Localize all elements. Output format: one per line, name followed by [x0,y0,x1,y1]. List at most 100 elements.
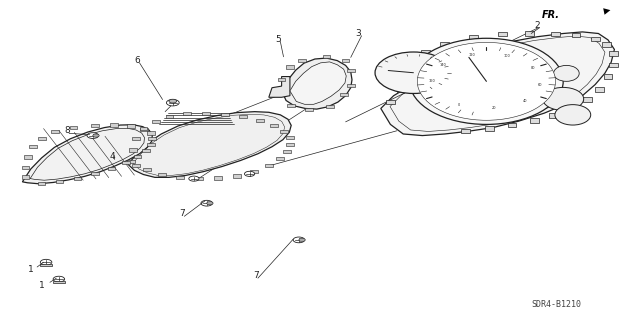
Text: 1: 1 [28,265,33,274]
Bar [142,149,150,152]
Bar [29,145,37,148]
Bar [421,50,430,55]
Bar [134,155,141,158]
Text: 140: 140 [440,63,447,67]
Circle shape [293,237,305,243]
Bar [132,164,140,167]
Circle shape [87,133,99,138]
Bar [38,182,45,185]
Bar [525,31,534,36]
Bar [595,87,604,92]
Ellipse shape [554,65,579,81]
Polygon shape [381,32,614,136]
Ellipse shape [410,38,563,124]
Circle shape [244,171,255,176]
Bar [265,164,273,167]
Bar [323,55,330,58]
Bar [286,65,294,69]
Circle shape [169,99,177,103]
Circle shape [207,202,213,205]
Polygon shape [128,112,291,177]
Polygon shape [269,77,290,97]
Bar [347,84,355,87]
Bar [110,123,118,127]
Bar [38,137,46,140]
Polygon shape [290,62,346,104]
Bar [221,113,229,116]
Bar [508,123,516,127]
Bar [143,168,151,171]
Bar [551,32,560,36]
Text: 160: 160 [429,79,435,83]
Circle shape [166,100,179,106]
Bar [469,35,478,40]
Bar [70,126,77,129]
Text: 7: 7 [253,271,259,280]
Bar [239,115,247,118]
Bar [51,130,59,133]
Bar [147,131,155,135]
Bar [386,100,395,104]
Ellipse shape [555,105,591,125]
Bar [214,176,222,180]
Bar [410,62,419,66]
Bar [122,161,130,164]
Text: 3: 3 [356,29,361,38]
Text: 2: 2 [535,21,540,30]
Text: 120: 120 [469,53,476,57]
Bar [176,176,184,179]
Bar [397,87,406,92]
Circle shape [201,200,212,206]
Bar [158,173,166,176]
Bar [568,106,577,111]
Text: 0: 0 [458,103,460,107]
Bar [485,126,494,131]
Bar [195,177,203,180]
Text: 6: 6 [135,56,140,65]
Text: 1: 1 [39,281,44,290]
Circle shape [299,238,305,241]
Polygon shape [282,58,352,109]
Polygon shape [22,125,152,184]
Bar [404,74,413,78]
Text: 7: 7 [180,209,185,218]
Bar [22,175,29,179]
Bar [250,170,258,173]
Bar [166,115,173,118]
Text: 40: 40 [523,99,527,102]
Bar [461,129,470,133]
Ellipse shape [375,52,452,93]
Circle shape [93,134,99,137]
Text: 20: 20 [492,106,496,110]
Bar [604,74,612,79]
Bar [108,167,115,170]
Text: 5: 5 [276,35,281,44]
Bar [74,177,81,180]
Bar [91,124,99,127]
Ellipse shape [417,42,556,120]
Bar [286,143,294,146]
Text: FR.: FR. [542,10,560,20]
Bar [278,78,285,81]
Bar [22,166,29,169]
Bar [91,172,99,175]
Bar [609,51,618,56]
Text: 8: 8 [65,126,70,135]
Bar [270,124,278,127]
Bar [127,160,135,163]
Bar [129,148,137,152]
Bar [140,127,147,130]
Bar [440,42,449,46]
Bar [286,136,294,139]
Bar [56,180,63,183]
Bar [326,105,334,108]
Bar [305,108,313,111]
Bar [287,104,295,107]
Circle shape [189,176,199,181]
Text: 60: 60 [538,83,543,87]
Bar [340,93,348,96]
Bar [572,33,580,37]
Bar [498,32,507,36]
Bar [342,59,349,62]
Bar [202,112,210,115]
